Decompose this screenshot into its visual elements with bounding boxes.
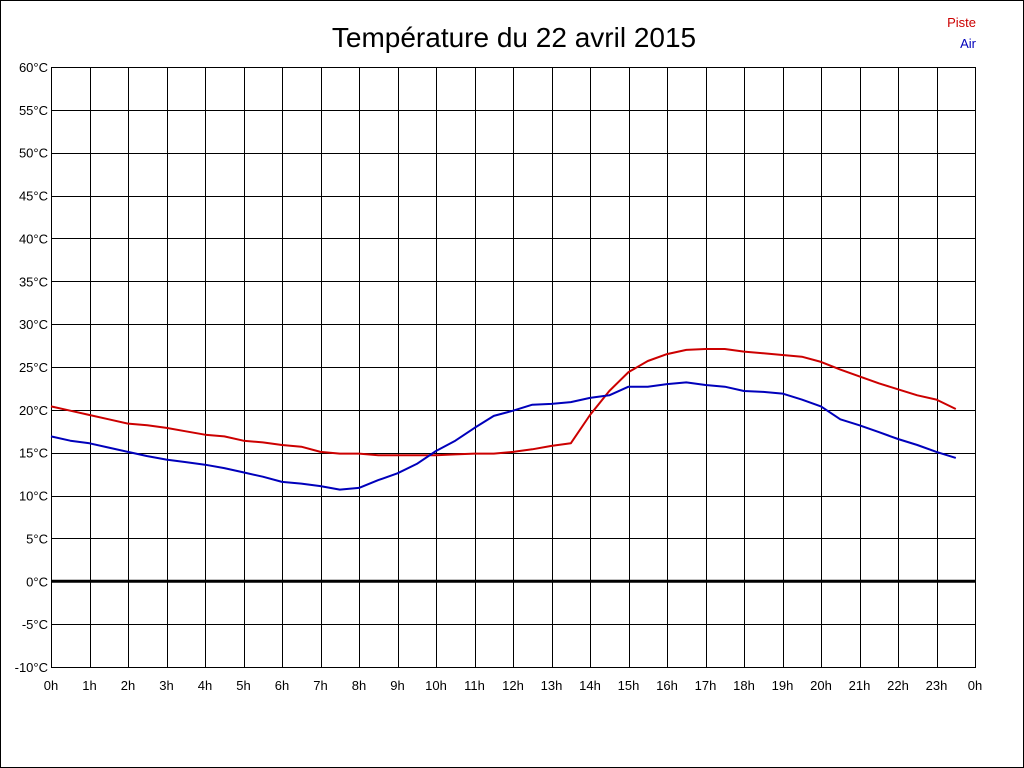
series-line-piste [50,348,957,457]
y-tick-label: 15°C [19,446,48,461]
x-tick-label: 1h [82,678,96,693]
x-tick-label: 11h [464,678,485,693]
x-tick-label: 19h [772,678,794,693]
x-tick-label: 17h [695,678,717,693]
x-tick-label: 6h [275,678,289,693]
y-tick-label: -10°C [15,660,48,675]
x-tick-label: 2h [121,678,135,693]
x-tick-label: 21h [849,678,871,693]
x-tick-label: 3h [159,678,173,693]
x-axis-ticks: 0h 1h 2h 3h 4h 5h 6h 7h 8h 9h 10h 11h 12h 13h 14h 15h 16… [44,678,982,693]
x-tick-label: 13h [541,678,563,693]
series-lines [50,348,957,491]
x-tick-label: 15h [618,678,640,693]
x-tick-label: 16h [656,678,678,693]
x-tick-label: 4h [198,678,212,693]
chart-title: Température du 22 avril 2015 [332,22,696,53]
legend-entry-piste: Piste [947,15,976,30]
y-tick-label: 5°C [26,531,48,546]
y-tick-label: 0°C [26,574,48,589]
x-tick-label: 9h [390,678,404,693]
series-line-air [50,381,957,491]
x-tick-label: 23h [926,678,948,693]
y-axis-ticks: 60°C 55°C 50°C 45°C 40°C 35°C 30°C 25°C 20°C 15°C… [15,60,48,675]
y-tick-label: -5°C [22,617,48,632]
x-tick-label: 18h [733,678,755,693]
x-tick-label: 12h [502,678,524,693]
y-tick-label: 35°C [19,274,48,289]
y-tick-label: 10°C [19,489,48,504]
y-tick-label: 25°C [19,360,48,375]
x-tick-label: 20h [810,678,832,693]
legend: Piste Air [947,15,977,51]
x-tick-label: 22h [887,678,909,693]
y-tick-label: 55°C [19,103,48,118]
y-tick-label: 60°C [19,60,48,75]
legend-entry-air: Air [960,36,977,51]
y-tick-label: 45°C [19,189,48,204]
x-tick-label: 0h [44,678,58,693]
y-tick-label: 50°C [19,146,48,161]
y-tick-label: 30°C [19,317,48,332]
plot-border [51,67,976,668]
x-tick-label: 14h [579,678,601,693]
x-tick-label: 0h [968,678,982,693]
y-tick-label: 20°C [19,403,48,418]
x-tick-label: 8h [352,678,366,693]
x-tick-label: 5h [236,678,250,693]
y-tick-label: 40°C [19,231,48,246]
x-tick-label: 10h [425,678,447,693]
x-tick-label: 7h [313,678,327,693]
